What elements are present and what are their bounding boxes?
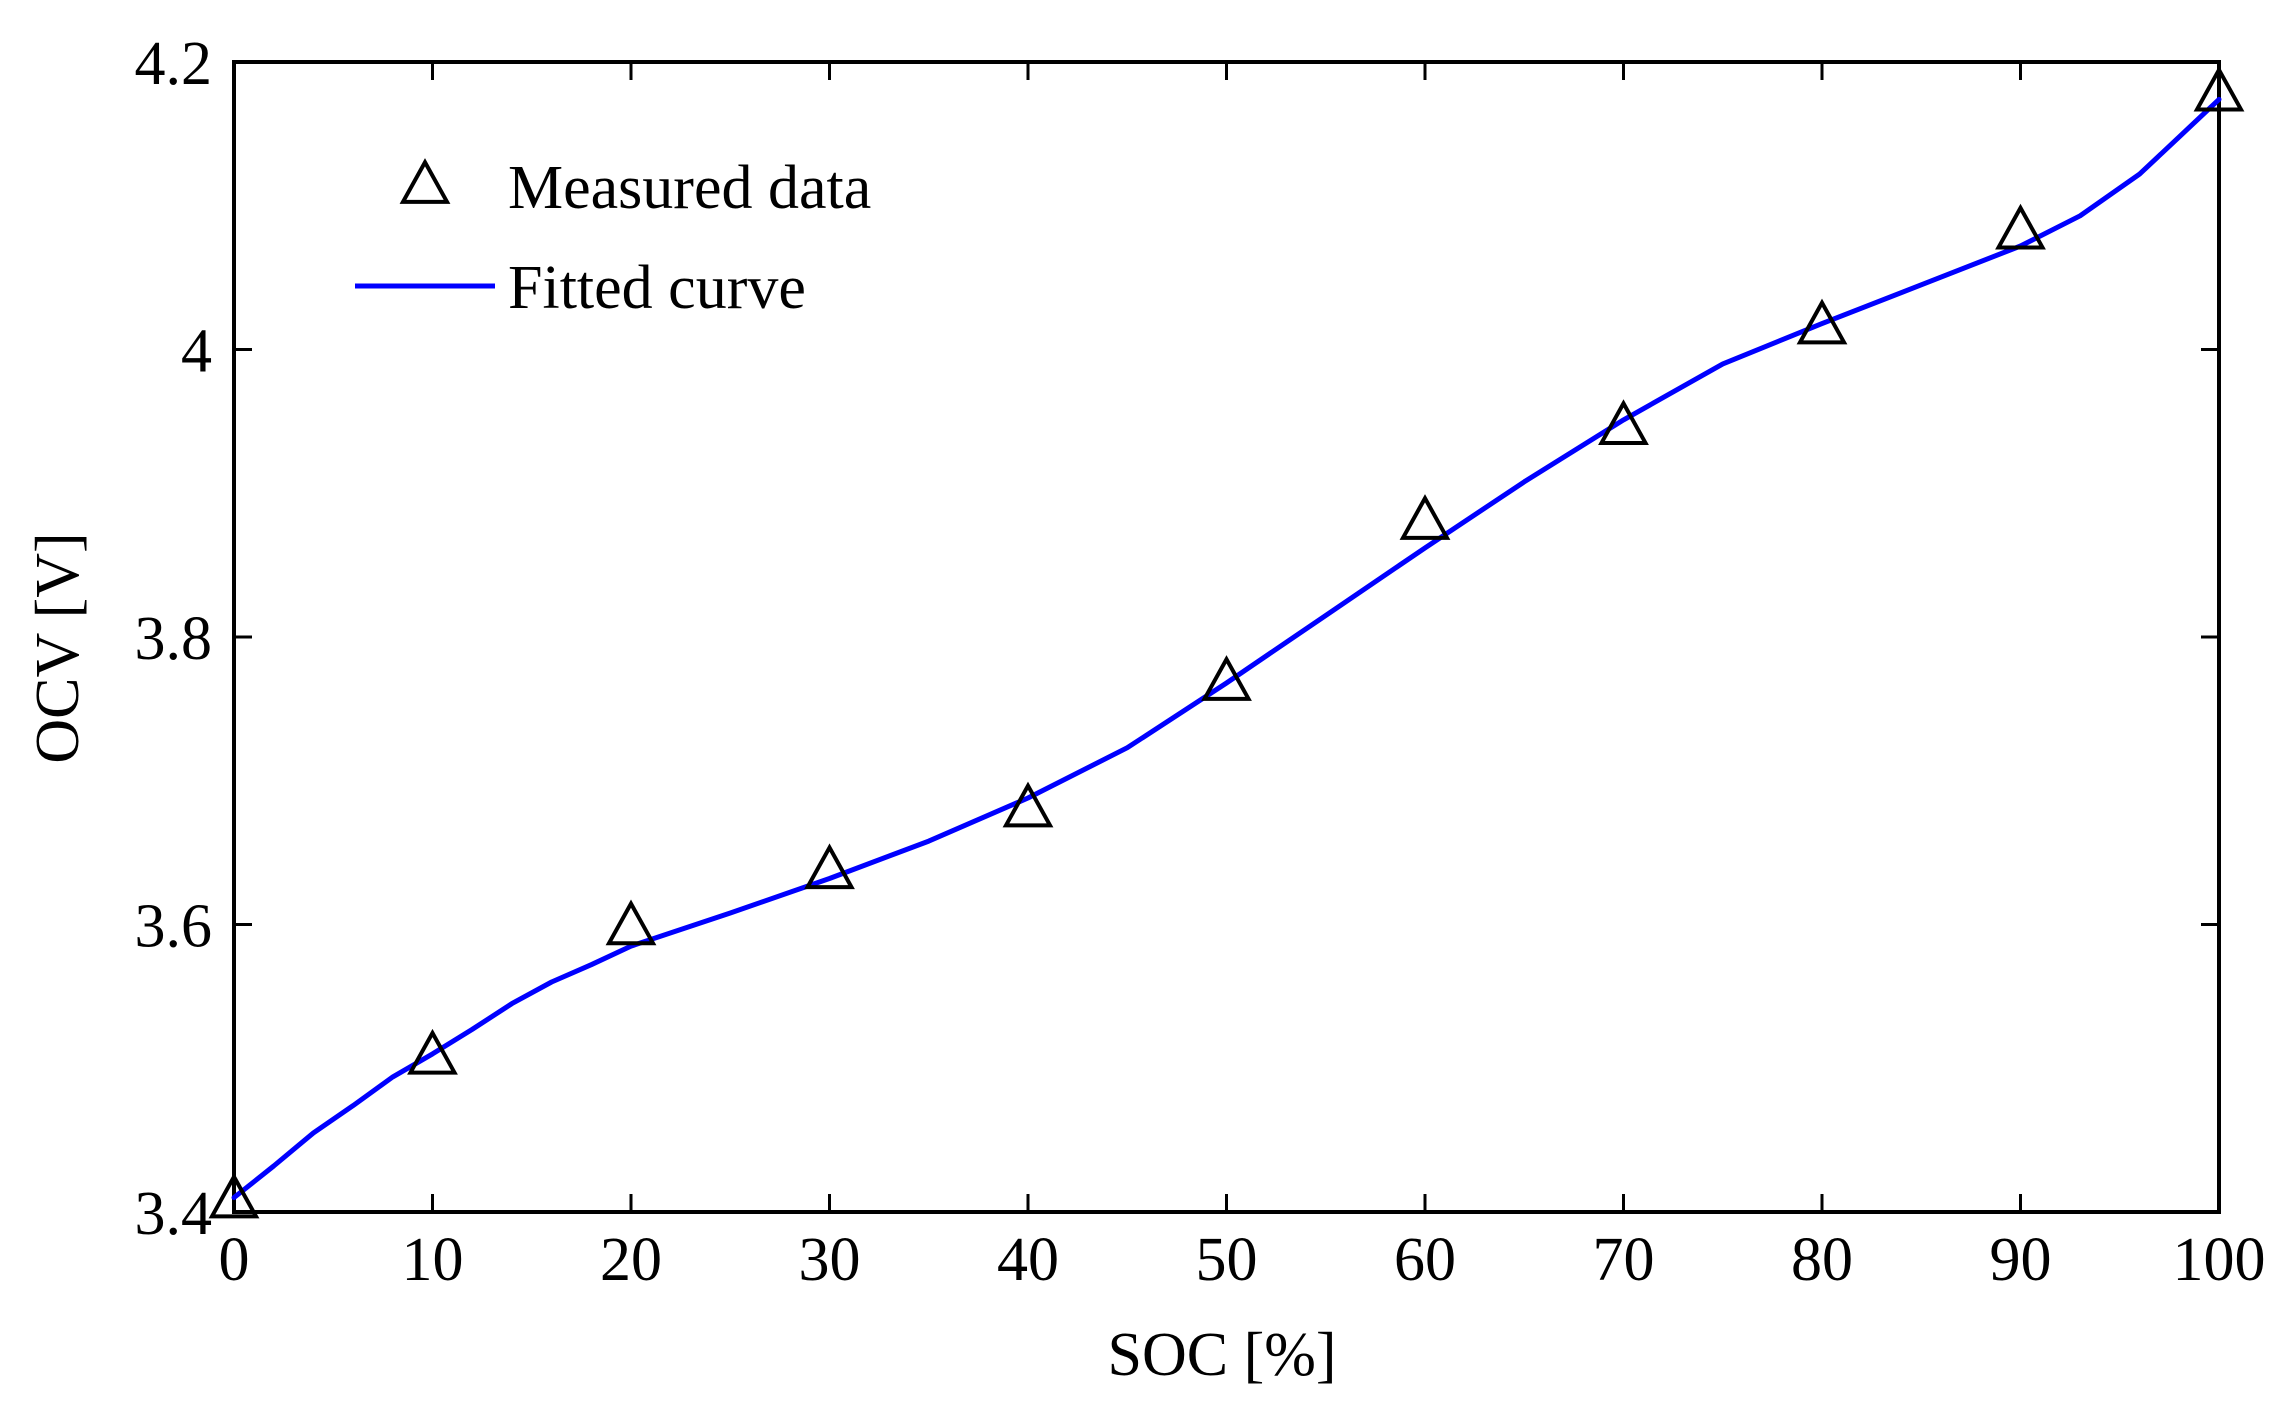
measured-point-60 bbox=[1399, 494, 1451, 540]
y-axis-label: OCV [V] bbox=[24, 532, 92, 763]
measured-point-80 bbox=[1796, 298, 1848, 345]
measured-point-40 bbox=[1002, 781, 1054, 828]
x-tick-label-0: 0 bbox=[219, 1226, 250, 1294]
measured-point-50 bbox=[1201, 655, 1252, 701]
legend: Measured data Fitted curve bbox=[355, 154, 871, 322]
fitted-curve-line bbox=[231, 96, 2222, 1201]
plot-frame bbox=[232, 60, 2221, 1214]
measured-point-0 bbox=[208, 1172, 260, 1219]
measured-point-10 bbox=[407, 1028, 458, 1075]
x-tick-label-10: 10 bbox=[402, 1226, 464, 1294]
x-axis-label: SOC [%] bbox=[1107, 1321, 1336, 1389]
y-tick-label-3.6: 3.6 bbox=[135, 893, 213, 961]
measured-point-100 bbox=[2193, 65, 2245, 112]
fitted-curve-group bbox=[231, 96, 2222, 1201]
x-tick-label-80: 80 bbox=[1791, 1226, 1853, 1294]
x-tick-label-20: 20 bbox=[600, 1226, 662, 1294]
axes-group: 0 10 20 30 40 50 60 70 80 90 100 3.4 3.6 3.8 4 4.2 bbox=[135, 30, 2266, 1294]
x-tick-label-90: 90 bbox=[1990, 1226, 2052, 1294]
measured-point-30 bbox=[804, 843, 855, 890]
y-tick-label-4: 4 bbox=[181, 318, 212, 386]
x-tick-label-100: 100 bbox=[2173, 1226, 2266, 1294]
x-tick-label-40: 40 bbox=[997, 1226, 1059, 1294]
y-tick-label-3.4: 3.4 bbox=[135, 1180, 213, 1248]
measured-point-20 bbox=[605, 899, 657, 946]
legend-label-measured: Measured data bbox=[508, 154, 871, 222]
legend-triangle-swatch bbox=[399, 158, 451, 204]
measured-markers-group bbox=[208, 65, 2245, 1219]
measured-point-90 bbox=[1995, 203, 2046, 250]
y-tick-label-4.2: 4.2 bbox=[135, 30, 213, 98]
x-tick-label-50: 50 bbox=[1196, 1226, 1258, 1294]
measured-point-70 bbox=[1598, 399, 1649, 445]
x-tick-label-60: 60 bbox=[1394, 1226, 1456, 1294]
x-tick-label-70: 70 bbox=[1593, 1226, 1655, 1294]
y-tick-label-3.8: 3.8 bbox=[135, 605, 213, 673]
legend-label-fitted: Fitted curve bbox=[508, 254, 806, 322]
x-tick-label-30: 30 bbox=[799, 1226, 861, 1294]
